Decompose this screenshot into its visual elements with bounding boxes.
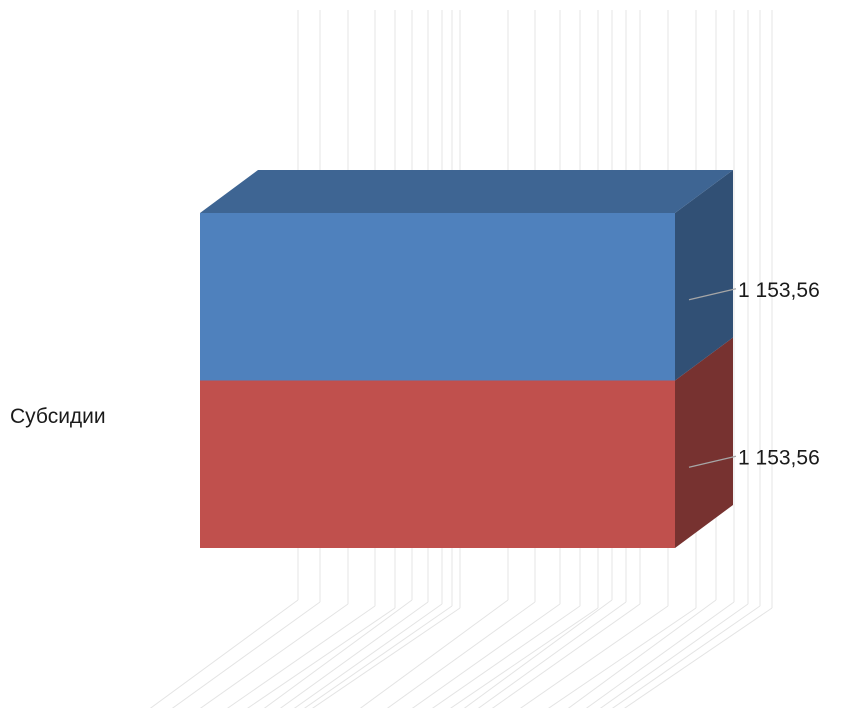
gridline <box>227 605 376 708</box>
gridline <box>149 599 299 708</box>
bar-segment-2 <box>200 213 675 381</box>
gridline <box>199 603 349 708</box>
gridline <box>171 601 321 708</box>
gridline <box>612 605 761 708</box>
bar-top-face <box>200 170 733 213</box>
bars <box>200 170 733 548</box>
bar-segment-1 <box>200 380 675 548</box>
bar-side-face-1 <box>675 337 733 548</box>
gridline <box>279 601 429 708</box>
data-label-leader-1 <box>688 455 737 468</box>
gridline <box>585 601 735 708</box>
gridline <box>411 603 561 708</box>
gridline <box>520 605 669 708</box>
gridline <box>312 607 461 708</box>
gridline <box>463 599 613 708</box>
gridline <box>624 607 773 708</box>
data-label-leader-2 <box>688 288 737 301</box>
gridline <box>359 599 509 708</box>
gridline <box>247 607 396 708</box>
gridline <box>477 601 627 708</box>
gridline <box>548 607 697 708</box>
category-label: Субсидии <box>10 405 106 428</box>
gridline <box>432 605 581 708</box>
gridline <box>567 599 717 708</box>
data-label-1: 1 153,56 <box>738 446 820 469</box>
gridline <box>491 603 641 708</box>
gridline <box>599 603 749 708</box>
bar-side-face-2 <box>675 170 733 381</box>
gridline <box>450 607 599 708</box>
gridline <box>293 603 443 708</box>
data-label-2: 1 153,56 <box>738 279 820 302</box>
data-labels: 1 153,56 1 153,56 <box>688 279 820 469</box>
gridline <box>263 599 413 708</box>
gridline <box>304 605 453 708</box>
gridline <box>386 601 536 708</box>
